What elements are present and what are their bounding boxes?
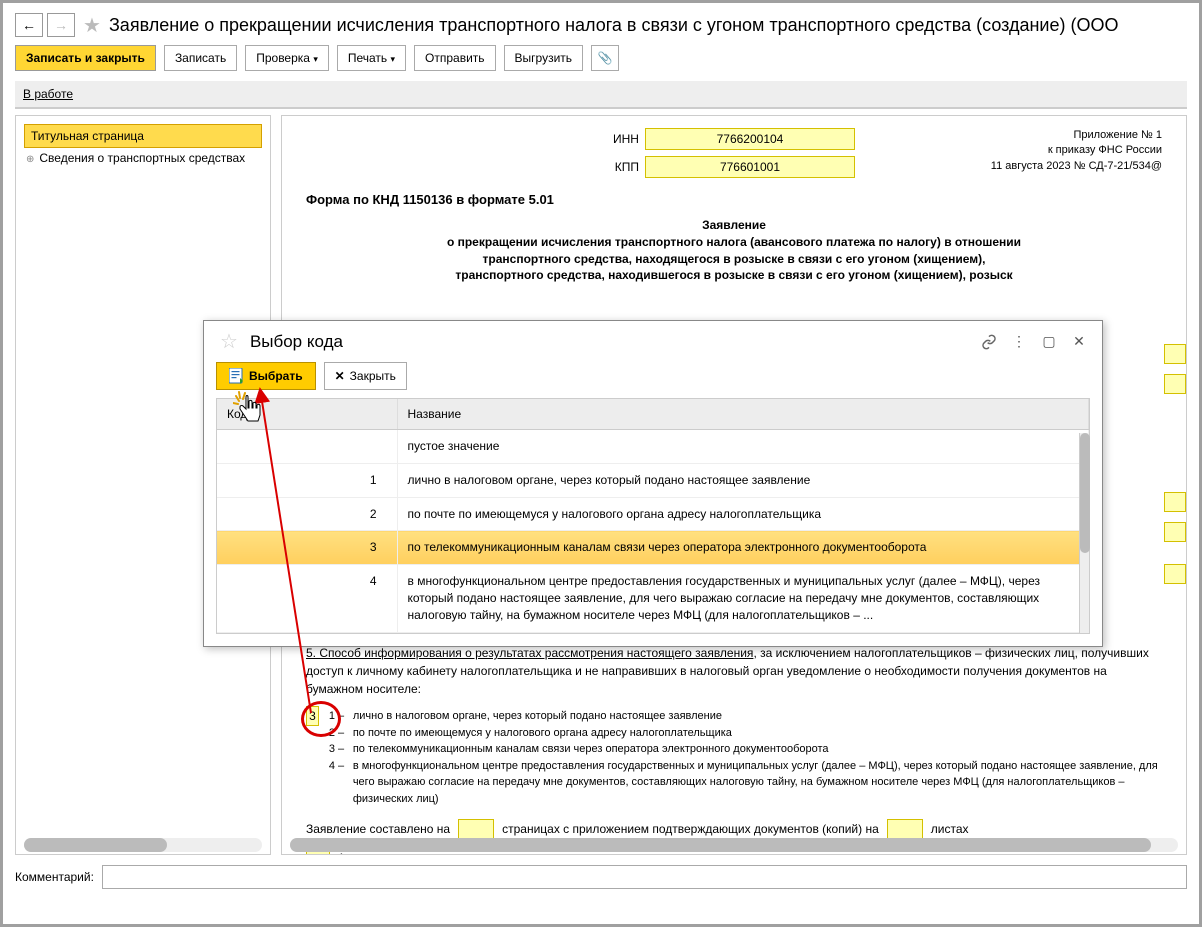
cell-code: 4 [217,565,397,632]
cell-name: в многофункциональном центре предоставле… [397,565,1089,632]
cell-name: по телекоммуникационным каналам связи че… [397,531,1089,565]
paperclip-icon: 📎 [598,51,613,65]
status-bar: В работе [15,81,1187,109]
notification-options: 1 –лично в налоговом органе, через котор… [329,708,1162,807]
col-header-name[interactable]: Название [397,399,1089,430]
attach-button[interactable]: 📎 [591,45,619,71]
forward-button[interactable]: → [47,13,75,37]
form-header: ИНН 7766200104 КПП 776601001 Приложение … [306,128,1162,178]
header-bar: ← → ★ Заявление о прекращении исчисления… [15,9,1187,41]
field-stub [1164,492,1186,512]
comment-row: Комментарий: [15,865,1187,889]
close-button[interactable]: ✕ Закрыть [324,362,407,390]
select-icon [229,368,243,384]
save-close-button[interactable]: Записать и закрыть [15,45,156,71]
favorite-star-icon[interactable]: ★ [83,13,101,38]
pages-row: Заявление составлено на страницах с прил… [306,819,1162,839]
modal-header: ☆ Выбор кода ⋮ ▢ ✕ [204,321,1102,362]
close-icon[interactable]: ✕ [1068,331,1090,353]
form-code: Форма по КНД 1150136 в формате 5.01 [306,192,1162,207]
field-stub [1164,374,1186,394]
more-icon[interactable]: ⋮ [1008,331,1030,353]
table-row[interactable]: 3по телекоммуникационным каналам связи ч… [217,531,1089,565]
vscroll-thumb[interactable] [1080,433,1090,553]
table-row[interactable]: 4в многофункциональном центре предоставл… [217,565,1089,632]
table-row[interactable]: 2по почте по имеющемуся у налогового орг… [217,497,1089,531]
scrollbar-thumb[interactable] [24,838,167,852]
cell-code: 2 [217,497,397,531]
sidebar-item-vehicles[interactable]: ⊕ Сведения о транспортных средствах [24,151,262,165]
inn-kpp-block: ИНН 7766200104 КПП 776601001 [613,128,855,178]
scrollbar-thumb[interactable] [290,838,1151,852]
page-title: Заявление о прекращении исчисления транс… [109,15,1119,36]
comment-input[interactable] [102,865,1187,889]
form-title: Заявление о прекращении исчисления транс… [306,217,1162,284]
dropdown-caret-icon: ▾ [391,54,396,64]
attachments-count-field[interactable] [887,819,923,839]
table-vscroll[interactable] [1079,433,1089,633]
notification-code-block: 3 1 –лично в налоговом органе, через кот… [306,706,1162,807]
check-button[interactable]: Проверка ▾ [245,45,329,71]
option-item: 4 –в многофункциональном центре предоста… [329,758,1162,808]
cell-code [217,430,397,464]
inn-field[interactable]: 7766200104 [645,128,855,150]
cell-name: лично в налоговом органе, через который … [397,463,1089,497]
table-row[interactable]: 1лично в налоговом органе, через который… [217,463,1089,497]
notification-method-link[interactable]: 5. Способ информирования о результатах р… [306,646,753,660]
table-row[interactable]: пустое значение [217,430,1089,464]
export-button[interactable]: Выгрузить [504,45,584,71]
cell-name: по почте по имеющемуся у налогового орга… [397,497,1089,531]
option-item: 1 –лично в налоговом органе, через котор… [329,708,1162,725]
field-stub [1164,344,1186,364]
code-select-modal: ☆ Выбор кода ⋮ ▢ ✕ [203,320,1103,647]
sidebar-item-title-page[interactable]: Титульная страница [24,124,262,148]
kpp-field[interactable]: 776601001 [645,156,855,178]
cell-code: 3 [217,531,397,565]
notification-method-text: 5. Способ информирования о результатах р… [306,644,1162,698]
save-button[interactable]: Записать [164,45,237,71]
attachment-info: Приложение № 1 к приказу ФНС России 11 а… [991,128,1162,174]
cell-code: 1 [217,463,397,497]
print-button[interactable]: Печать ▾ [337,45,406,71]
pages-count-field[interactable] [458,819,494,839]
col-header-code[interactable]: Код [217,399,397,430]
field-stub [1164,564,1186,584]
dropdown-caret-icon: ▾ [313,54,318,64]
status-link[interactable]: В работе [23,87,73,101]
app-frame: ← → ★ Заявление о прекращении исчисления… [0,0,1202,927]
notification-code-field[interactable]: 3 [306,706,319,726]
send-button[interactable]: Отправить [414,45,496,71]
inn-label: ИНН [613,132,639,146]
modal-title: Выбор кода [250,332,970,352]
back-button[interactable]: ← [15,13,43,37]
toolbar: Записать и закрыть Записать Проверка ▾ П… [15,41,1187,81]
comment-label: Комментарий: [15,870,94,884]
main-scrollbar[interactable] [290,838,1178,852]
tree-expand-icon[interactable]: ⊕ [26,155,34,165]
sidebar-scrollbar[interactable] [24,838,262,852]
maximize-icon[interactable]: ▢ [1038,331,1060,353]
select-button[interactable]: Выбрать [216,362,316,390]
link-icon[interactable] [978,331,1000,353]
kpp-label: КПП [615,160,639,174]
code-table: Код Название пустое значение1лично в нал… [216,398,1090,634]
modal-toolbar: Выбрать ✕ Закрыть [204,362,1102,398]
modal-star-icon[interactable]: ☆ [220,329,238,354]
cell-name: пустое значение [397,430,1089,464]
x-icon: ✕ [335,369,345,383]
field-stub [1164,522,1186,542]
option-item: 3 –по телекоммуникационным каналам связи… [329,741,1162,758]
option-item: 2 –по почте по имеющемуся у налогового о… [329,725,1162,742]
